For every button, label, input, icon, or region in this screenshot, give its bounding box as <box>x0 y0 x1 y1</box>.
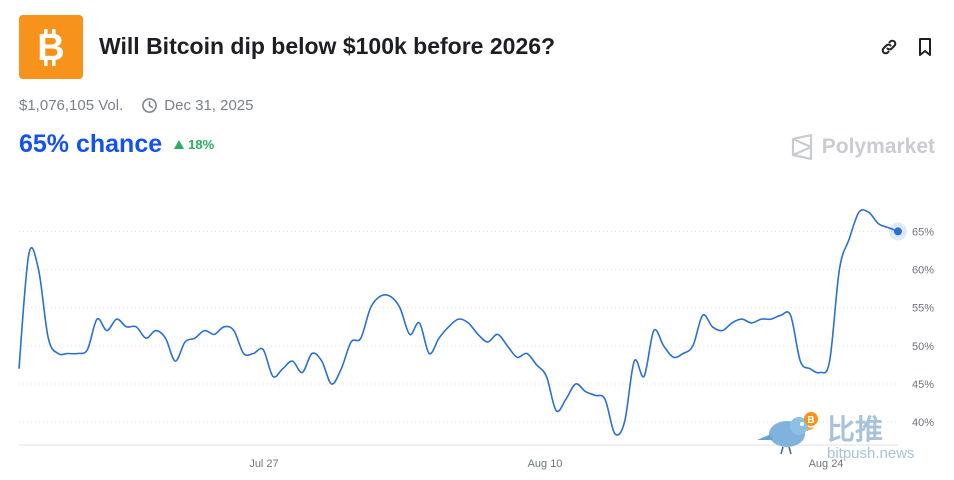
watermark-cn: 比推 <box>827 414 884 445</box>
link-icon[interactable] <box>877 35 901 59</box>
volume-text: $1,076,105 Vol. <box>19 96 124 114</box>
brand-name: Polymarket <box>821 135 935 158</box>
x-tick-label: Aug 24 <box>809 458 844 470</box>
watermark: B 比推 bitpush.news <box>755 408 940 463</box>
y-tick-label: 55% <box>912 303 934 315</box>
market-header: B Will Bitcoin dip below $100k before 20… <box>19 15 939 79</box>
triangle-up-icon <box>174 140 185 149</box>
market-title: Will Bitcoin dip below $100k before 2026… <box>99 33 556 59</box>
end-date: Dec 31, 2025 <box>141 96 254 114</box>
polymarket-logo <box>791 134 812 160</box>
y-tick-label: 60% <box>912 265 934 277</box>
change-badge: 18% <box>174 137 214 152</box>
chance-value: 65% chance <box>19 130 163 158</box>
end-date-text: Dec 31, 2025 <box>164 96 254 114</box>
series-line <box>18 209 899 436</box>
y-tick-label: 45% <box>912 379 934 391</box>
odds-row: 65% chance 18% <box>19 130 214 159</box>
y-tick-label: 40% <box>912 417 934 429</box>
svg-text:B: B <box>37 27 64 67</box>
y-tick-label: 65% <box>912 226 934 238</box>
change-value: 18% <box>188 137 215 152</box>
x-tick-label: Jul 27 <box>249 458 278 470</box>
bookmark-icon[interactable] <box>913 35 937 59</box>
bitcoin-logo: B <box>19 15 83 79</box>
svg-text:B: B <box>807 415 814 426</box>
y-tick-label: 50% <box>912 341 934 353</box>
market-meta: $1,076,105 Vol. Dec 31, 2025 <box>19 95 254 115</box>
polymarket-brand: Polymarket <box>790 134 935 160</box>
watermark-en: bitpush.news <box>827 445 915 462</box>
bitcoin-icon: B <box>37 27 64 67</box>
x-tick-label: Aug 10 <box>528 458 563 470</box>
clock-icon <box>142 97 158 113</box>
bird-mascot-icon: B <box>757 412 818 455</box>
current-point <box>894 227 902 236</box>
